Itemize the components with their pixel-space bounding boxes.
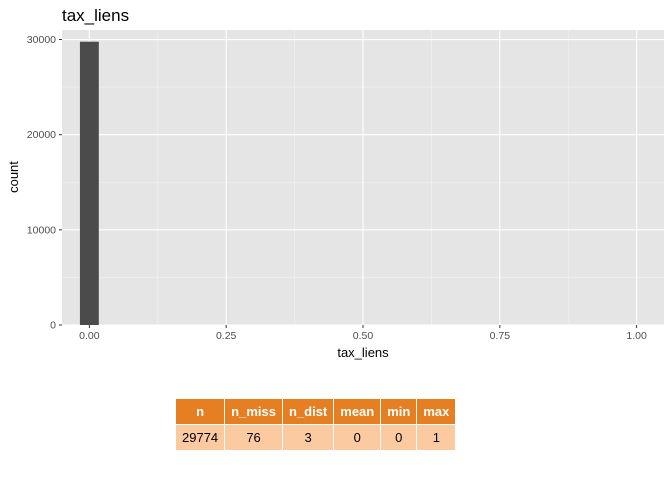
summary-row: 29774 76 3 0 0 1 xyxy=(176,424,456,450)
chart-title: tax_liens xyxy=(62,6,130,25)
summary-cell-n-dist: 3 xyxy=(282,424,335,450)
histogram-bar xyxy=(79,41,99,326)
y-tick-label: 30000 xyxy=(27,34,56,46)
x-axis-ticks: 0.00 0.25 0.50 0.75 1.00 xyxy=(79,325,647,342)
summary-header-min: min xyxy=(380,399,418,425)
y-tick-label: 10000 xyxy=(27,224,56,236)
summary-header-max: max xyxy=(416,399,456,425)
y-tick-label: 20000 xyxy=(27,129,56,141)
summary-cell-max: 1 xyxy=(416,424,456,450)
summary-header-row: n n_miss n_dist mean min max xyxy=(176,399,456,425)
summary-header-n-miss: n_miss xyxy=(224,399,283,425)
summary-cell-n-miss: 76 xyxy=(224,424,283,450)
summary-cell-mean: 0 xyxy=(333,424,382,450)
x-tick-label: 1.00 xyxy=(626,330,647,342)
y-tick-label: 0 xyxy=(50,320,56,332)
x-axis-title: tax_liens xyxy=(337,345,389,360)
summary-cell-min: 0 xyxy=(380,424,418,450)
y-axis-ticks: 0 10000 20000 30000 xyxy=(27,34,62,332)
summary-body: 29774 76 3 0 0 1 xyxy=(176,424,456,450)
summary-cell-n: 29774 xyxy=(176,424,226,450)
histogram-bars xyxy=(79,41,99,326)
summary-header-mean: mean xyxy=(333,399,382,425)
summary-header-n: n xyxy=(176,399,226,425)
summary-table: n n_miss n_dist mean min max 29774 76 3 0 0 1 xyxy=(176,399,456,450)
y-axis-title: count xyxy=(6,161,21,193)
x-tick-label: 0.50 xyxy=(353,330,374,342)
x-tick-label: 0.00 xyxy=(79,330,100,342)
x-tick-label: 0.25 xyxy=(216,330,237,342)
summary-header-n-dist: n_dist xyxy=(282,399,335,425)
x-tick-label: 0.75 xyxy=(490,330,511,342)
